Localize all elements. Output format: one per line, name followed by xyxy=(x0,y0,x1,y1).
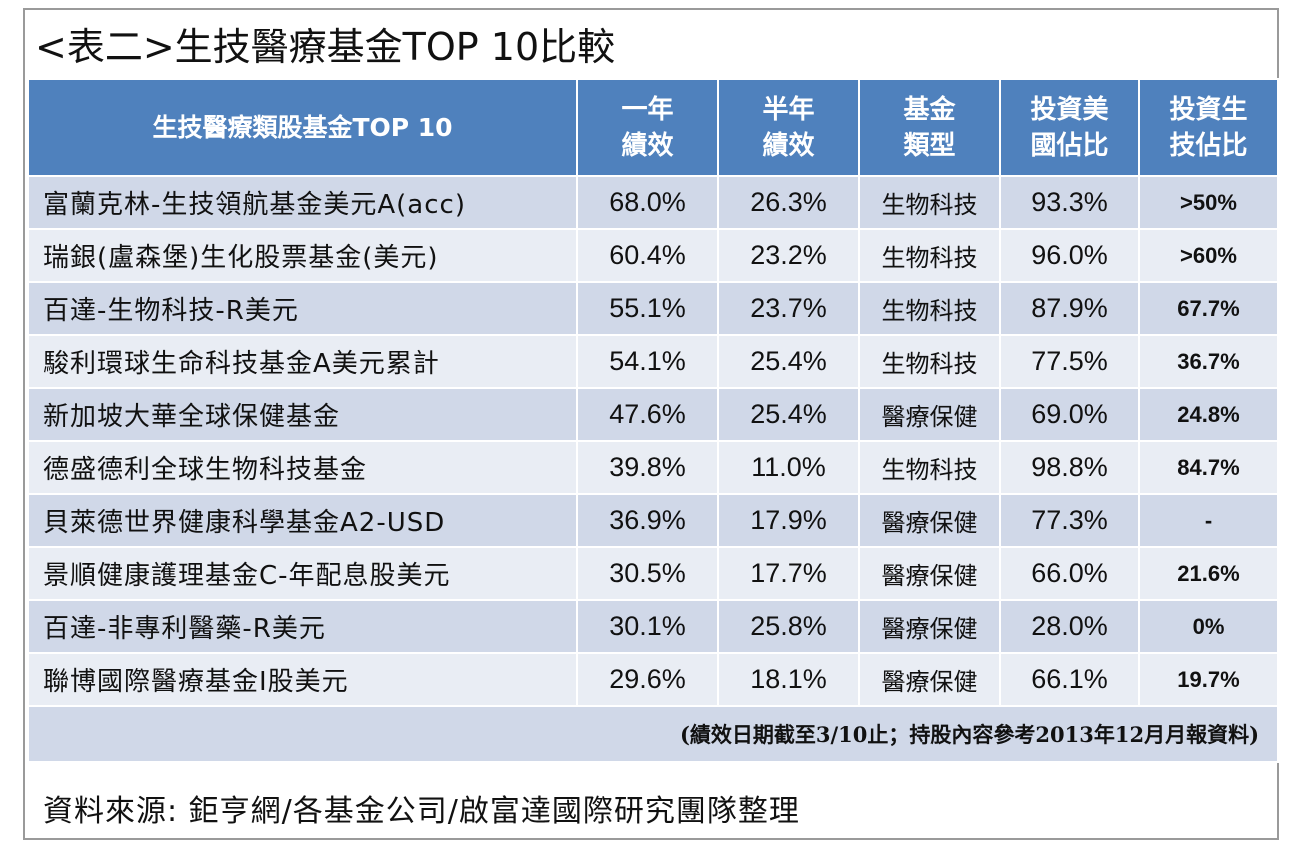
biotech-ratio-cell: 19.7% xyxy=(1138,652,1279,707)
us-ratio-cell: 96.0% xyxy=(999,228,1140,283)
fund-name-cell: 景順健康護理基金C-年配息股美元 xyxy=(27,546,578,601)
half-year-cell: 26.3% xyxy=(717,175,860,230)
fund-type-cell: 生物科技 xyxy=(858,175,1001,230)
biotech-ratio-cell: 84.7% xyxy=(1138,440,1279,495)
table-row: 新加坡大華全球保健基金 47.6% 25.4% 醫療保健 69.0% 24.8% xyxy=(27,387,1279,442)
fund-type-cell: 生物科技 xyxy=(858,334,1001,389)
one-year-cell: 39.8% xyxy=(576,440,719,495)
biotech-ratio-cell: >50% xyxy=(1138,175,1279,230)
table-row: 富蘭克林-生技領航基金美元A(acc) 68.0% 26.3% 生物科技 93.… xyxy=(27,175,1279,230)
fund-type-cell: 生物科技 xyxy=(858,228,1001,283)
page-title: <表二>生技醫療基金TOP 10比較 xyxy=(35,25,616,69)
one-year-cell: 30.1% xyxy=(576,599,719,654)
fund-name-cell: 駿利環球生命科技基金A美元累計 xyxy=(27,334,578,389)
fund-type-cell: 醫療保健 xyxy=(858,493,1001,548)
us-ratio-cell: 28.0% xyxy=(999,599,1140,654)
half-year-cell: 17.7% xyxy=(717,546,860,601)
header-fund-name: 生技醫療類股基金TOP 10 xyxy=(27,78,578,177)
fund-name-cell: 貝萊德世界健康科學基金A2-USD xyxy=(27,493,578,548)
fund-name-cell: 新加坡大華全球保健基金 xyxy=(27,387,578,442)
table-row: 貝萊德世界健康科學基金A2-USD 36.9% 17.9% 醫療保健 77.3%… xyxy=(27,493,1279,548)
header-half-year: 半年 績效 xyxy=(717,78,860,177)
half-year-cell: 25.4% xyxy=(717,387,860,442)
fund-comparison-table: 生技醫療類股基金TOP 10 一年 績效 半年 績效 基金 類型 投資美 國佔比 投資生… xyxy=(27,78,1279,763)
one-year-cell: 68.0% xyxy=(576,175,719,230)
header-biotech-ratio: 投資生 技佔比 xyxy=(1138,78,1279,177)
us-ratio-cell: 87.9% xyxy=(999,281,1140,336)
table-header-row: 生技醫療類股基金TOP 10 一年 績效 半年 績效 基金 類型 投資美 國佔比 投資生… xyxy=(27,78,1279,177)
half-year-cell: 25.4% xyxy=(717,334,860,389)
one-year-cell: 30.5% xyxy=(576,546,719,601)
table-row: 瑞銀(盧森堡)生化股票基金(美元) 60.4% 23.2% 生物科技 96.0%… xyxy=(27,228,1279,283)
us-ratio-cell: 93.3% xyxy=(999,175,1140,230)
header-us-ratio: 投資美 國佔比 xyxy=(999,78,1140,177)
data-date-note: (績效日期截至3/10止；持股內容參考2013年12月月報資料) xyxy=(27,705,1279,763)
one-year-cell: 55.1% xyxy=(576,281,719,336)
us-ratio-cell: 77.5% xyxy=(999,334,1140,389)
table-note-row: (績效日期截至3/10止；持股內容參考2013年12月月報資料) xyxy=(27,705,1279,763)
biotech-ratio-cell: - xyxy=(1138,493,1279,548)
fund-type-cell: 醫療保健 xyxy=(858,387,1001,442)
header-one-year: 一年 績效 xyxy=(576,78,719,177)
fund-type-cell: 醫療保健 xyxy=(858,599,1001,654)
document-frame: <表二>生技醫療基金TOP 10比較 生技醫療類股基金TOP 10 一年 績效 半… xyxy=(23,8,1279,840)
fund-name-cell: 德盛德利全球生物科技基金 xyxy=(27,440,578,495)
fund-name-cell: 瑞銀(盧森堡)生化股票基金(美元) xyxy=(27,228,578,283)
fund-name-cell: 百達-非專利醫藥-R美元 xyxy=(27,599,578,654)
us-ratio-cell: 66.1% xyxy=(999,652,1140,707)
table-body: 富蘭克林-生技領航基金美元A(acc) 68.0% 26.3% 生物科技 93.… xyxy=(27,175,1279,763)
half-year-cell: 18.1% xyxy=(717,652,860,707)
biotech-ratio-cell: 36.7% xyxy=(1138,334,1279,389)
us-ratio-cell: 98.8% xyxy=(999,440,1140,495)
header-fund-type: 基金 類型 xyxy=(858,78,1001,177)
one-year-cell: 29.6% xyxy=(576,652,719,707)
half-year-cell: 17.9% xyxy=(717,493,860,548)
biotech-ratio-cell: 24.8% xyxy=(1138,387,1279,442)
table-row: 景順健康護理基金C-年配息股美元 30.5% 17.7% 醫療保健 66.0% … xyxy=(27,546,1279,601)
data-source-caption: 資料來源: 鉅亨網/各基金公司/啟富達國際研究團隊整理 xyxy=(43,794,800,829)
biotech-ratio-cell: 67.7% xyxy=(1138,281,1279,336)
half-year-cell: 11.0% xyxy=(717,440,860,495)
fund-name-cell: 富蘭克林-生技領航基金美元A(acc) xyxy=(27,175,578,230)
half-year-cell: 23.2% xyxy=(717,228,860,283)
fund-type-cell: 生物科技 xyxy=(858,281,1001,336)
one-year-cell: 47.6% xyxy=(576,387,719,442)
half-year-cell: 25.8% xyxy=(717,599,860,654)
us-ratio-cell: 69.0% xyxy=(999,387,1140,442)
fund-name-cell: 百達-生物科技-R美元 xyxy=(27,281,578,336)
us-ratio-cell: 77.3% xyxy=(999,493,1140,548)
biotech-ratio-cell: 0% xyxy=(1138,599,1279,654)
one-year-cell: 54.1% xyxy=(576,334,719,389)
biotech-ratio-cell: >60% xyxy=(1138,228,1279,283)
table-row: 百達-非專利醫藥-R美元 30.1% 25.8% 醫療保健 28.0% 0% xyxy=(27,599,1279,654)
fund-type-cell: 生物科技 xyxy=(858,440,1001,495)
biotech-ratio-cell: 21.6% xyxy=(1138,546,1279,601)
table-row: 駿利環球生命科技基金A美元累計 54.1% 25.4% 生物科技 77.5% 3… xyxy=(27,334,1279,389)
us-ratio-cell: 66.0% xyxy=(999,546,1140,601)
table-row: 聯博國際醫療基金I股美元 29.6% 18.1% 醫療保健 66.1% 19.7… xyxy=(27,652,1279,707)
one-year-cell: 60.4% xyxy=(576,228,719,283)
fund-name-cell: 聯博國際醫療基金I股美元 xyxy=(27,652,578,707)
fund-type-cell: 醫療保健 xyxy=(858,652,1001,707)
table-row: 百達-生物科技-R美元 55.1% 23.7% 生物科技 87.9% 67.7% xyxy=(27,281,1279,336)
one-year-cell: 36.9% xyxy=(576,493,719,548)
fund-type-cell: 醫療保健 xyxy=(858,546,1001,601)
table-row: 德盛德利全球生物科技基金 39.8% 11.0% 生物科技 98.8% 84.7… xyxy=(27,440,1279,495)
half-year-cell: 23.7% xyxy=(717,281,860,336)
